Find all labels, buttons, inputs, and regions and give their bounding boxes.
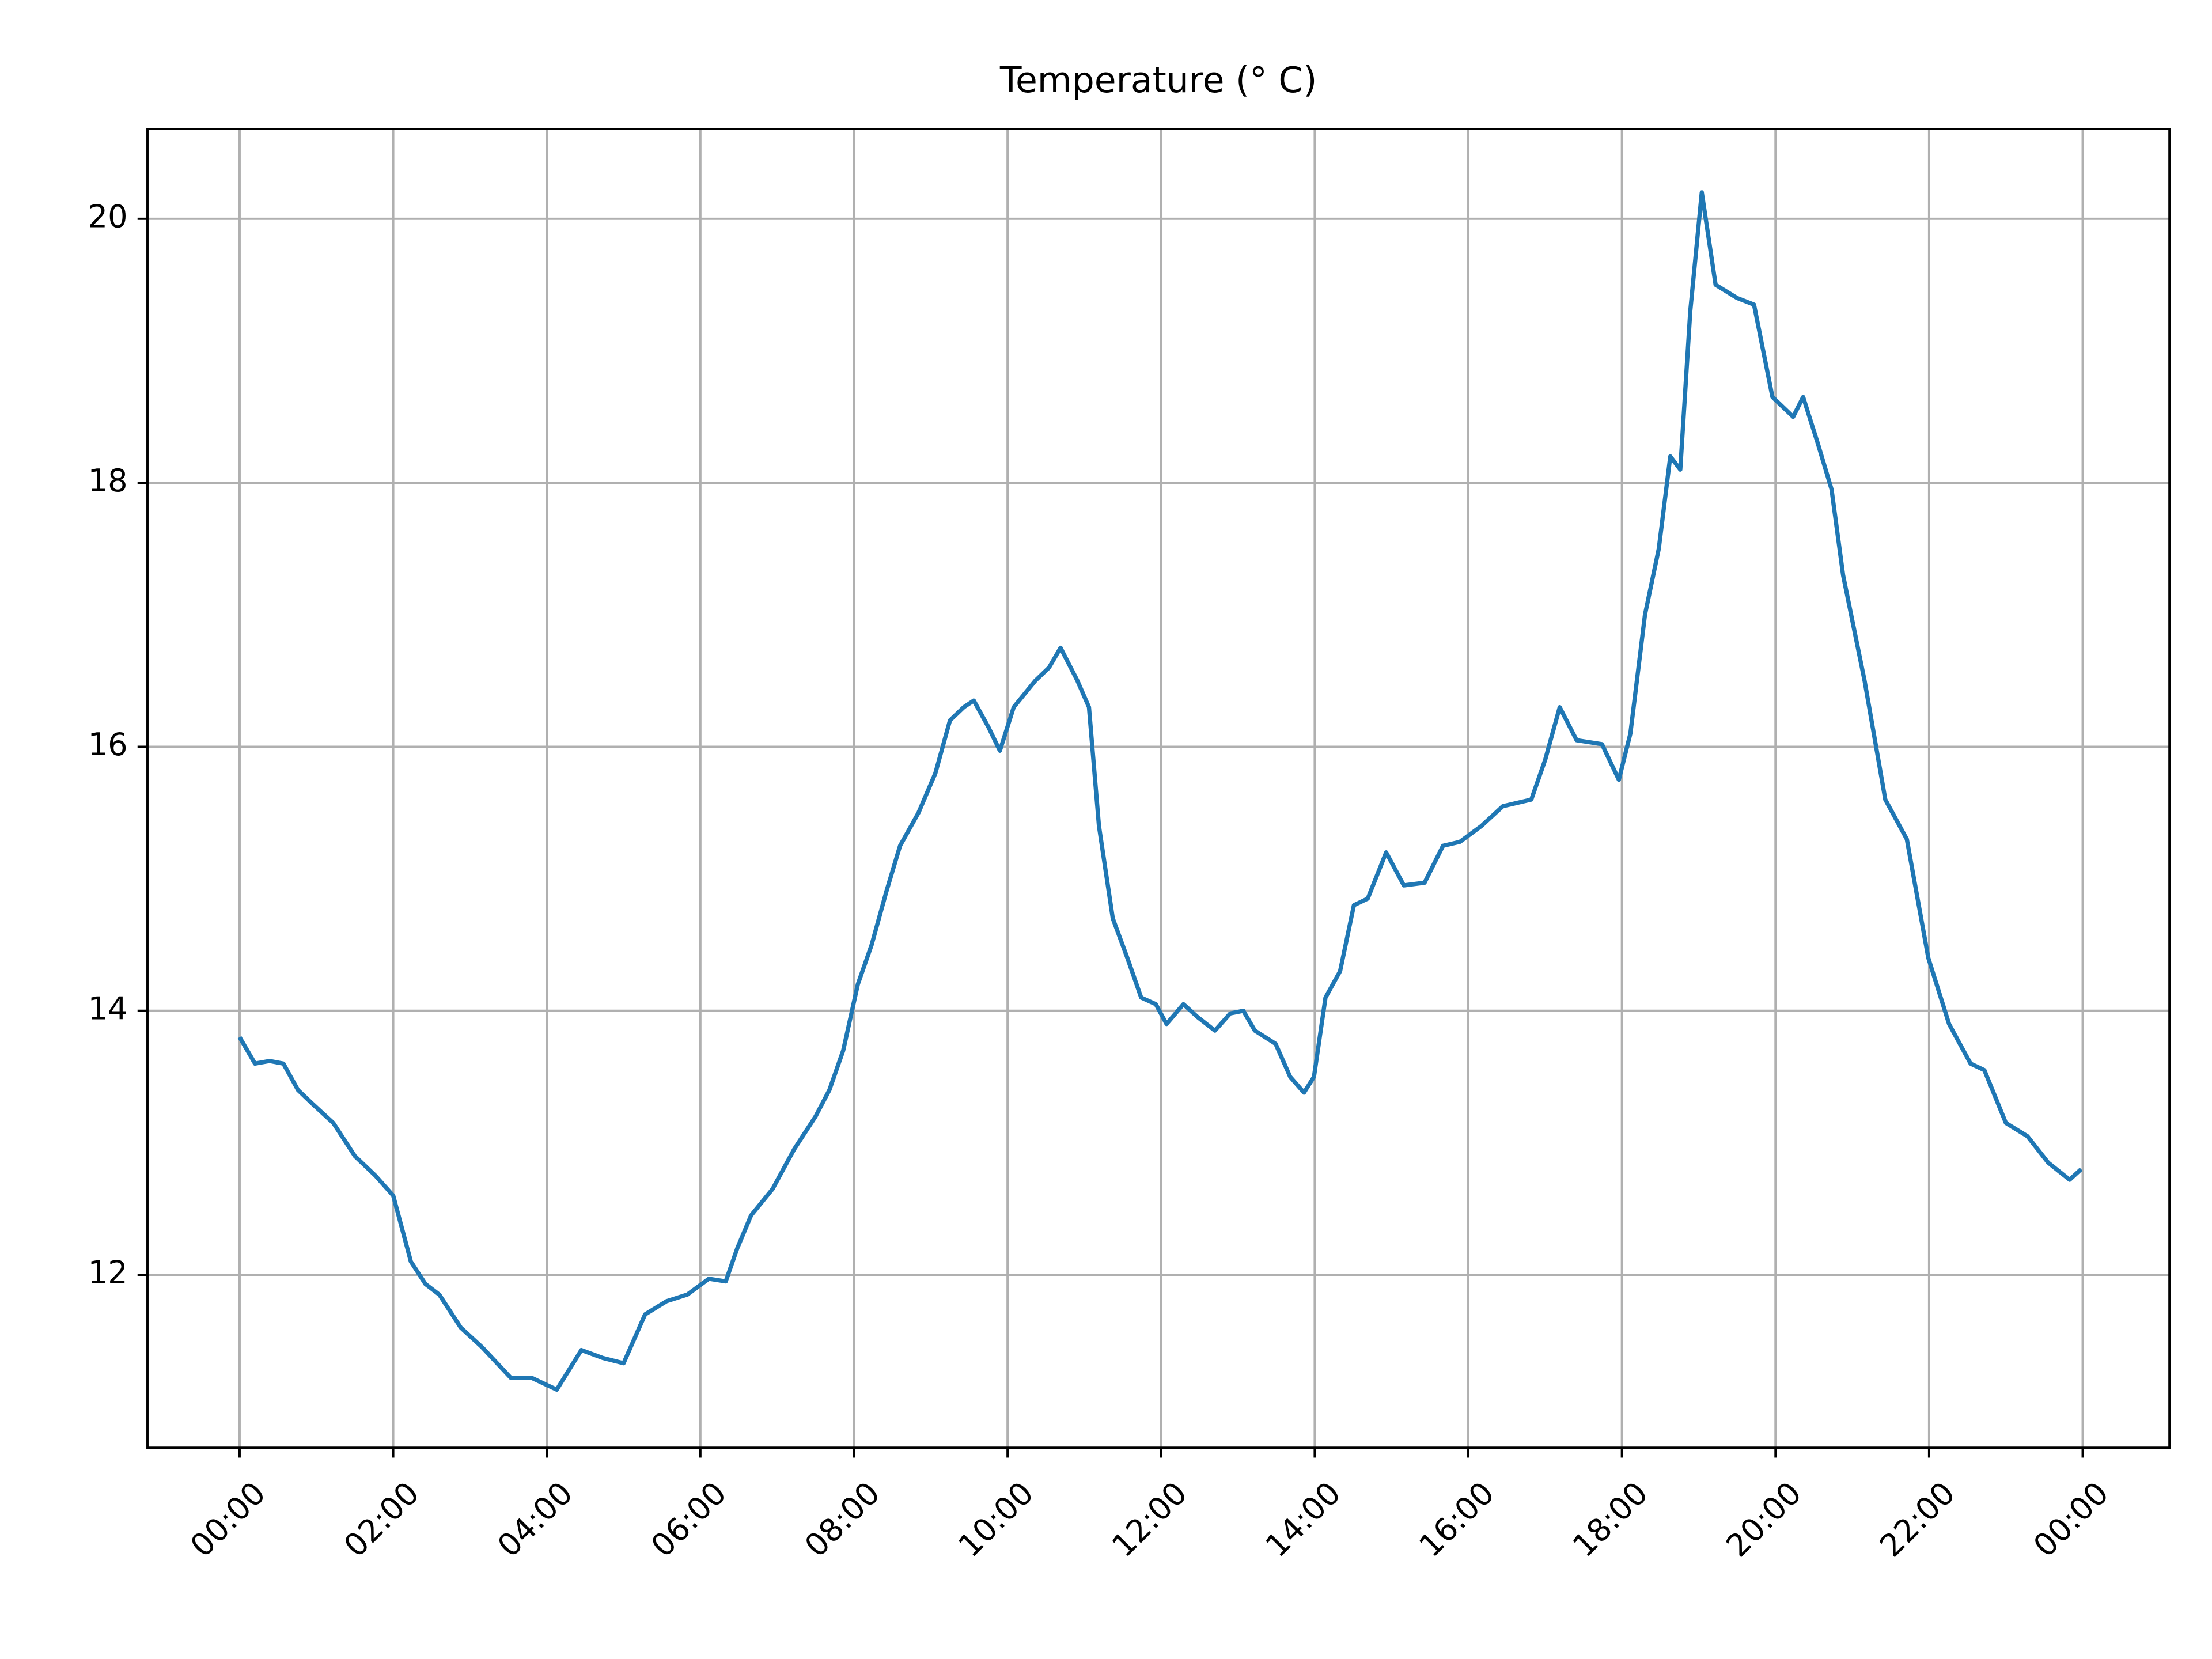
y-tick-label: 14 <box>88 990 128 1027</box>
y-tick-label: 20 <box>88 198 128 234</box>
x-tick-label: 08:00 <box>798 1475 887 1564</box>
y-tick-label: 16 <box>88 726 128 763</box>
x-tick-label: 06:00 <box>644 1475 733 1564</box>
x-tick-label: 10:00 <box>951 1475 1040 1564</box>
x-tick-label: 22:00 <box>1873 1475 1962 1564</box>
x-tick-label: 02:00 <box>337 1475 426 1564</box>
plot-frame <box>146 128 2171 1449</box>
chart-title: Temperature (° C) <box>999 59 1317 101</box>
x-tick-label: 04:00 <box>491 1475 580 1564</box>
x-tick-label: 16:00 <box>1412 1475 1501 1564</box>
x-tick-label: 12:00 <box>1105 1475 1194 1564</box>
x-tick-label: 20:00 <box>1719 1475 1809 1564</box>
data-line <box>237 190 2083 1392</box>
x-tick-label: 00:00 <box>183 1475 272 1564</box>
x-tick-label: 00:00 <box>2027 1475 2116 1564</box>
x-tick-label: 14:00 <box>1259 1475 1348 1564</box>
y-tick-label: 18 <box>88 463 128 499</box>
y-tick-label: 12 <box>88 1255 128 1291</box>
x-tick-label: 18:00 <box>1566 1475 1655 1564</box>
